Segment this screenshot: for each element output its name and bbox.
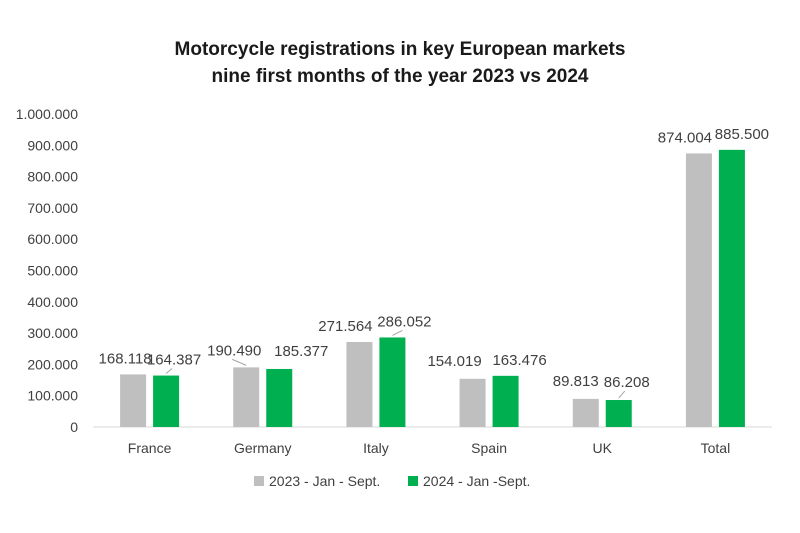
data-label: 168.118 — [99, 350, 152, 367]
y-tick-label: 500.000 — [27, 263, 78, 279]
data-label: 89.813 — [553, 373, 599, 390]
y-tick-label: 400.000 — [27, 294, 78, 310]
y-tick-label: 0 — [70, 419, 78, 435]
data-label-leader — [618, 390, 626, 399]
y-tick-label: 200.000 — [27, 356, 78, 372]
category-label: France — [128, 440, 172, 456]
bar-2023-germany — [233, 367, 260, 427]
y-tick-label: 1.000.000 — [16, 106, 78, 122]
y-tick-label: 800.000 — [27, 169, 78, 185]
bar-2023-france — [120, 374, 147, 427]
data-label: 86.208 — [604, 374, 650, 391]
bar-2024-france — [153, 375, 180, 427]
y-tick-label: 900.000 — [27, 137, 78, 153]
legend-swatch — [408, 476, 418, 486]
category-label: Italy — [363, 440, 389, 456]
data-label: 190.490 — [207, 342, 261, 359]
data-label: 154.019 — [427, 353, 481, 370]
legend-swatch — [254, 476, 264, 486]
bar-2024-uk — [605, 400, 632, 427]
y-tick-label: 600.000 — [27, 231, 78, 247]
data-label: 163.476 — [492, 352, 546, 369]
data-label: 185.377 — [274, 343, 328, 360]
chart-title-line-2: nine first months of the year 2023 vs 20… — [211, 66, 589, 87]
bar-2023-total — [685, 153, 712, 427]
category-label: Spain — [471, 440, 507, 456]
bar-2024-spain — [492, 375, 519, 427]
category-label: UK — [593, 440, 613, 456]
category-label: Total — [701, 440, 731, 456]
category-label: Germany — [234, 440, 292, 456]
data-label-leader — [232, 358, 247, 366]
legend-label: 2023 - Jan - Sept. — [269, 473, 380, 489]
data-label: 885.500 — [715, 126, 769, 143]
bar-2024-total — [718, 149, 745, 427]
data-label-leader — [165, 368, 173, 374]
data-label: 874.004 — [658, 129, 712, 146]
y-tick-label: 100.000 — [27, 388, 78, 404]
legend-label: 2024 - Jan -Sept. — [423, 473, 530, 489]
data-label: 164.387 — [147, 352, 201, 369]
data-label: 286.052 — [377, 313, 431, 330]
bar-2023-spain — [459, 378, 486, 427]
chart-title-line-1: Motorcycle registrations in key European… — [174, 39, 626, 60]
chart-title: Motorcycle registrations in key European… — [0, 36, 800, 90]
y-tick-label: 700.000 — [27, 200, 78, 216]
bar-2023-italy — [346, 342, 373, 427]
data-label: 271.564 — [318, 318, 372, 335]
bar-2023-uk — [572, 398, 599, 427]
y-tick-label: 300.000 — [27, 325, 78, 341]
bar-2024-italy — [379, 337, 406, 427]
bar-2024-germany — [266, 368, 293, 427]
data-label-leader — [392, 330, 403, 336]
